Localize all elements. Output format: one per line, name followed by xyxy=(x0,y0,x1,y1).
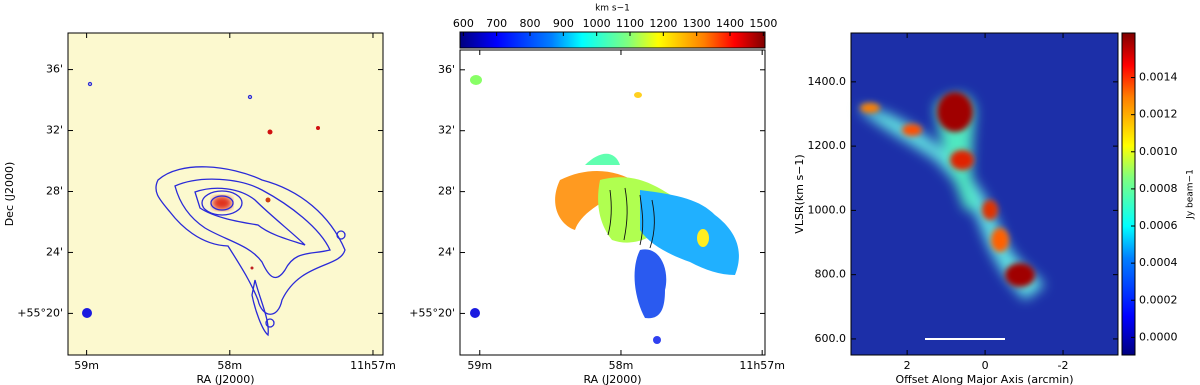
colorbar xyxy=(459,31,766,49)
plot-frame xyxy=(459,49,766,356)
colorbar-tick-label: 1500 xyxy=(749,17,777,30)
y-tick-label: 24' xyxy=(438,246,455,259)
colorbar-tick-label: 0.0012 xyxy=(1139,108,1178,121)
y-tick-label: 1000.0 xyxy=(808,203,847,216)
x-tick-label: -2 xyxy=(1058,359,1069,372)
y-tick-label: +55°20' xyxy=(409,306,455,319)
x-axis-label: RA (J2000) xyxy=(583,373,641,385)
y-tick-label: 36' xyxy=(438,63,455,76)
x-tick-label: 11h57m xyxy=(739,359,785,372)
x-tick-label: 2 xyxy=(904,359,911,372)
x-tick-label: 58m xyxy=(217,359,242,372)
colorbar-tick-label: 600 xyxy=(453,17,474,30)
y-tick-label: 1200.0 xyxy=(808,139,847,152)
plot-frame xyxy=(67,32,384,356)
colorbar xyxy=(1121,32,1136,356)
y-tick-label: 28' xyxy=(46,184,63,197)
velocity-field xyxy=(460,50,765,355)
colorbar-tick-label: 1400 xyxy=(716,17,744,30)
plot-frame xyxy=(850,32,1119,356)
x-tick-label: 59m xyxy=(467,359,492,372)
y-axis-label: Dec (J2000) xyxy=(3,162,16,227)
y-tick-label: 24' xyxy=(46,245,63,258)
colorbar-tick-label: 0.0004 xyxy=(1139,256,1178,269)
optical-image xyxy=(68,33,383,355)
colorbar-tick-label: 700 xyxy=(486,17,507,30)
colorbar-tick-label: 900 xyxy=(553,17,574,30)
y-tick-label: 600.0 xyxy=(815,332,847,345)
y-tick-label: 28' xyxy=(438,185,455,198)
colorbar-tick-label: 0.0006 xyxy=(1139,219,1178,232)
colorbar-label: km s−1 xyxy=(595,4,630,14)
y-tick-label: 32' xyxy=(46,124,63,137)
x-tick-label: 58m xyxy=(609,359,634,372)
colorbar-tick-label: 0.0002 xyxy=(1139,293,1178,306)
colorbar-tick-label: 1100 xyxy=(616,17,644,30)
pv-diagram xyxy=(851,33,1118,355)
colorbar-tick-label: 1300 xyxy=(683,17,711,30)
x-tick-label: 11h57m xyxy=(350,359,396,372)
x-tick-label: 59m xyxy=(74,359,99,372)
x-tick-label: 0 xyxy=(982,359,989,372)
y-tick-label: 1400.0 xyxy=(808,75,847,88)
colorbar-label: Jy beam−1 xyxy=(1186,169,1196,220)
colorbar-tick-label: 1200 xyxy=(649,17,677,30)
y-tick-label: +55°20' xyxy=(17,306,63,319)
colorbar-tick-label: 800 xyxy=(520,17,541,30)
x-axis-label: RA (J2000) xyxy=(196,373,254,385)
colorbar-tick-label: 0.0010 xyxy=(1139,145,1178,158)
colorbar-tick-label: 0.0014 xyxy=(1139,71,1178,84)
colorbar-tick-label: 0.0008 xyxy=(1139,182,1178,195)
y-tick-label: 800.0 xyxy=(815,268,847,281)
x-axis-label: Offset Along Major Axis (arcmin) xyxy=(895,373,1073,385)
y-tick-label: 36' xyxy=(46,63,63,76)
colorbar-tick-label: 1000 xyxy=(583,17,611,30)
y-tick-label: 32' xyxy=(438,124,455,137)
colorbar-tick-label: 0.0000 xyxy=(1139,330,1178,343)
y-axis-label: VLSR(km s−1) xyxy=(793,154,806,233)
